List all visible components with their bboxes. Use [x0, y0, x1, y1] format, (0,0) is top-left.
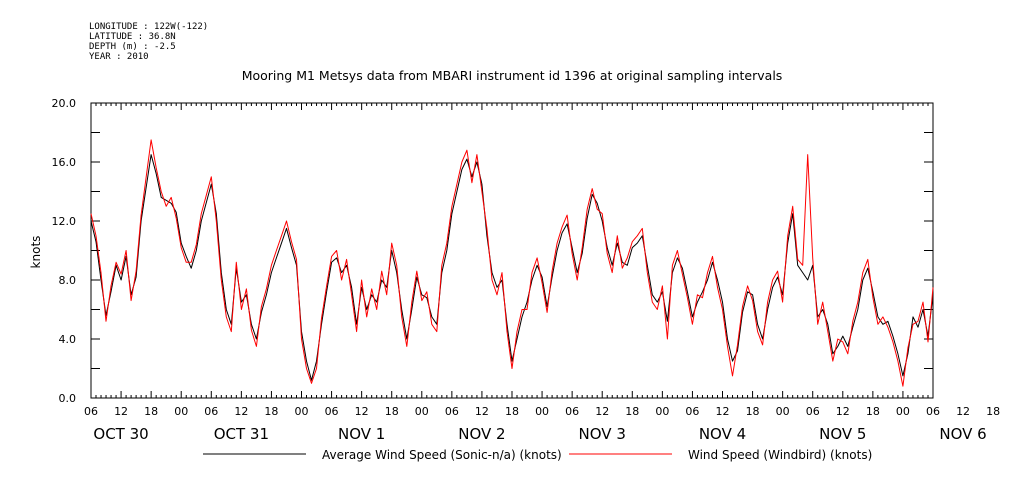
plot-frame [90, 102, 934, 399]
y-tick-label: 8.0 [59, 274, 77, 287]
x-day-label: NOV 5 [819, 425, 866, 443]
x-tick-label: 06 [325, 405, 339, 418]
x-tick-label: 00 [776, 405, 790, 418]
x-tick-label: 18 [625, 405, 639, 418]
x-day-label: NOV 4 [699, 425, 746, 443]
x-tick-label: 18 [385, 405, 399, 418]
x-tick-label: 06 [565, 405, 579, 418]
legend-label-average-wind: Average Wind Speed (Sonic-n/a) (knots) [322, 448, 562, 462]
x-day-label: NOV 6 [939, 425, 986, 443]
x-tick-label: 18 [986, 405, 1000, 418]
x-tick-label: 18 [746, 405, 760, 418]
x-tick-label: 06 [204, 405, 218, 418]
x-day-label: OCT 31 [214, 425, 269, 443]
x-tick-label: 00 [415, 405, 429, 418]
legend: Average Wind Speed (Sonic-n/a) (knots) W… [203, 448, 872, 462]
meta-latitude: LATITUDE : 36.8N [89, 32, 176, 42]
x-tick-label: 00 [174, 405, 188, 418]
x-tick-label: 18 [144, 405, 158, 418]
series-line-average-wind [90, 154, 934, 381]
axes-layer: 06 12 18 00 06 12 18 00 06 12 18 00 06 12 18 00 06 12 18 00… [52, 97, 1001, 443]
chart-title: Mooring M1 Metsys data from MBARI instru… [242, 68, 783, 83]
meta-longitude: LONGITUDE : 122W(-122) [89, 22, 208, 32]
series-layer [90, 139, 934, 387]
x-tick-label: 00 [655, 405, 669, 418]
x-tick-label: 18 [866, 405, 880, 418]
y-tick-label: 16.0 [52, 156, 77, 169]
y-tick-label: 20.0 [52, 97, 77, 110]
x-tick-label: 18 [264, 405, 278, 418]
x-tick-label: 12 [234, 405, 248, 418]
x-tick-label: 06 [926, 405, 940, 418]
x-tick-label: 12 [716, 405, 730, 418]
y-axis-label: knots [29, 236, 43, 269]
legend-label-windbird: Wind Speed (Windbird) (knots) [688, 448, 872, 462]
x-tick-label: 06 [84, 405, 98, 418]
y-tick-label: 12.0 [52, 215, 77, 228]
x-tick-label: 06 [445, 405, 459, 418]
x-tick-label: 06 [806, 405, 820, 418]
x-day-label: OCT 30 [93, 425, 148, 443]
x-tick-label: 06 [685, 405, 699, 418]
x-day-label: NOV 2 [458, 425, 505, 443]
meta-depth: DEPTH (m) : -2.5 [89, 42, 176, 52]
x-tick-label: 00 [535, 405, 549, 418]
x-tick-label: 12 [114, 405, 128, 418]
x-tick-label: 12 [836, 405, 850, 418]
y-tick-label: 0.0 [59, 392, 77, 405]
x-day-label: NOV 1 [338, 425, 385, 443]
x-tick-label: 18 [505, 405, 519, 418]
y-tick-label: 4.0 [59, 333, 77, 346]
x-tick-label: 00 [896, 405, 910, 418]
meta-year: YEAR : 2010 [89, 52, 149, 62]
x-tick-label: 12 [595, 405, 609, 418]
x-tick-label: 12 [355, 405, 369, 418]
series-line-windbird [90, 139, 934, 387]
x-tick-label: 12 [475, 405, 489, 418]
x-tick-label: 00 [295, 405, 309, 418]
x-day-label: NOV 3 [579, 425, 626, 443]
x-tick-label: 12 [956, 405, 970, 418]
metadata-block: LONGITUDE : 122W(-122) LATITUDE : 36.8N … [89, 22, 208, 62]
